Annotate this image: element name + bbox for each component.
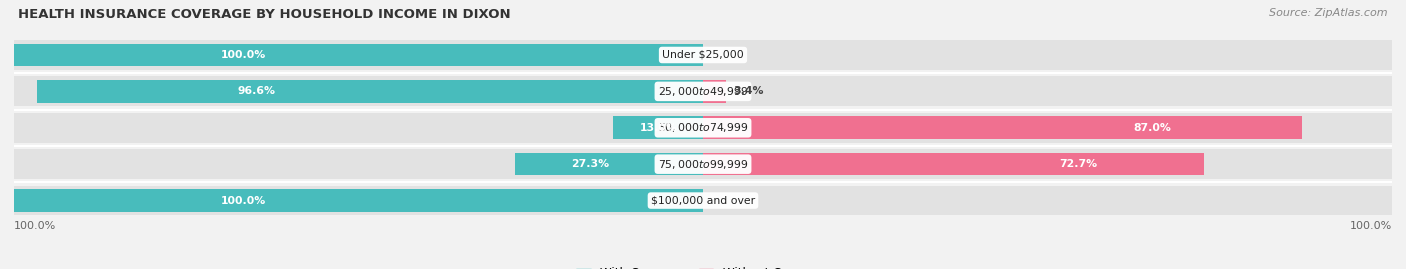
Text: 87.0%: 87.0% (1133, 123, 1171, 133)
Bar (703, 153, 1204, 175)
Text: $50,000 to $74,999: $50,000 to $74,999 (658, 121, 748, 134)
Legend: With Coverage, Without Coverage: With Coverage, Without Coverage (572, 263, 834, 269)
Text: 13.0%: 13.0% (640, 123, 678, 133)
Bar (14, 76, 1392, 106)
Text: $75,000 to $99,999: $75,000 to $99,999 (658, 158, 748, 171)
Bar (14, 113, 1392, 143)
Bar (14, 149, 1392, 179)
Text: 3.4%: 3.4% (734, 86, 763, 96)
Text: 100.0%: 100.0% (221, 196, 266, 206)
Text: Under $25,000: Under $25,000 (662, 50, 744, 60)
Text: 27.3%: 27.3% (571, 159, 609, 169)
Text: 100.0%: 100.0% (14, 221, 56, 231)
Bar (38, 80, 703, 103)
Text: $25,000 to $49,999: $25,000 to $49,999 (658, 85, 748, 98)
Text: 100.0%: 100.0% (221, 50, 266, 60)
Bar (14, 189, 703, 212)
Bar (14, 44, 703, 66)
Bar (613, 116, 703, 139)
Text: 72.7%: 72.7% (1060, 159, 1098, 169)
Text: 96.6%: 96.6% (238, 86, 276, 96)
Bar (703, 80, 727, 103)
Bar (515, 153, 703, 175)
Text: 100.0%: 100.0% (1350, 221, 1392, 231)
Bar (14, 40, 1392, 70)
Bar (14, 186, 1392, 215)
Text: $100,000 and over: $100,000 and over (651, 196, 755, 206)
Text: Source: ZipAtlas.com: Source: ZipAtlas.com (1270, 8, 1388, 18)
Text: HEALTH INSURANCE COVERAGE BY HOUSEHOLD INCOME IN DIXON: HEALTH INSURANCE COVERAGE BY HOUSEHOLD I… (18, 8, 510, 21)
Bar (703, 116, 1302, 139)
